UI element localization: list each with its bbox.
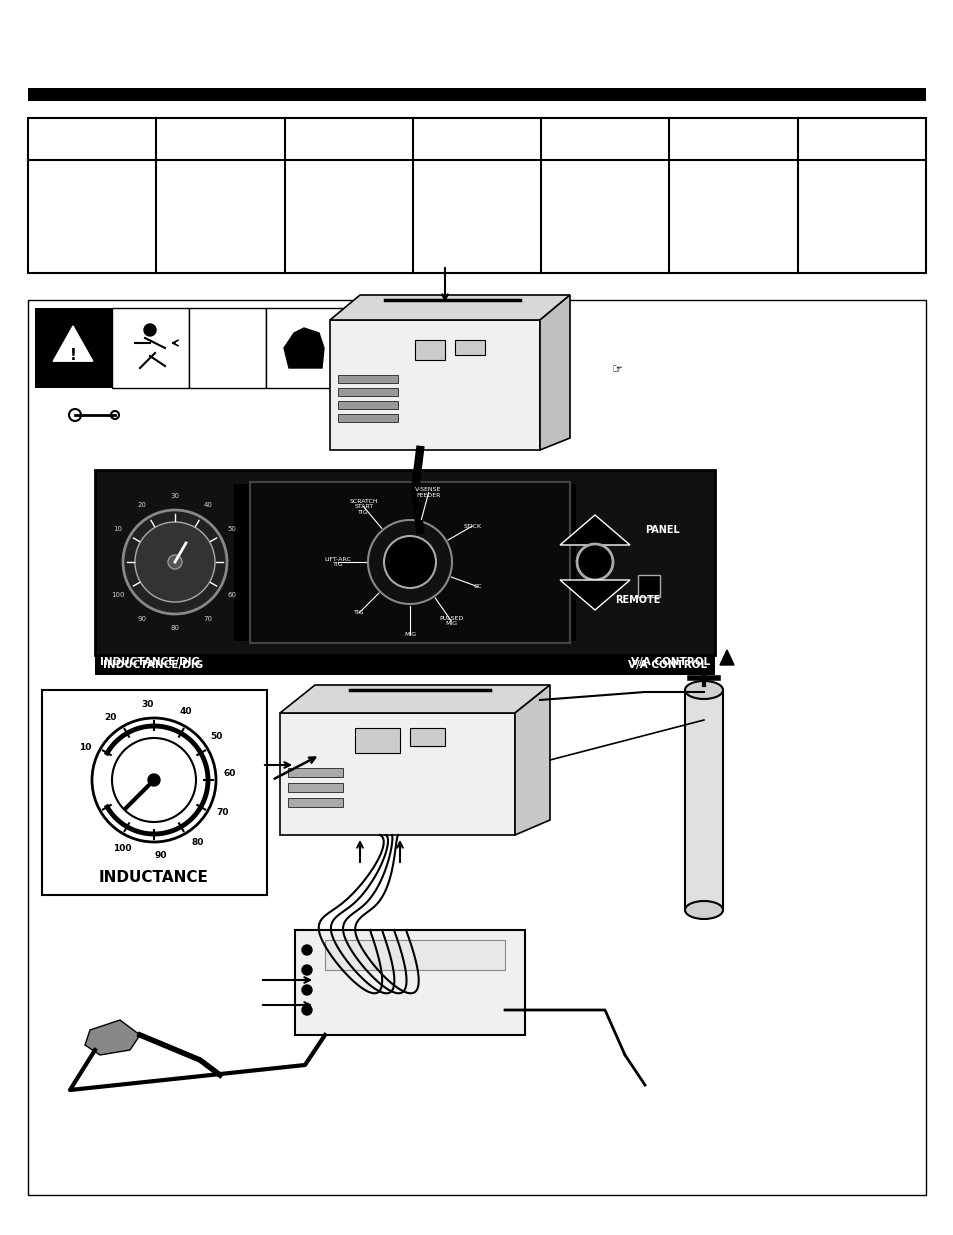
Circle shape [384, 536, 436, 588]
Text: MIG: MIG [403, 631, 416, 636]
Bar [684, 690, 722, 910]
Bar [189, 308, 266, 388]
Text: 90: 90 [137, 616, 147, 622]
Bar [95, 655, 714, 676]
Ellipse shape [684, 902, 722, 919]
Bar [325, 940, 504, 969]
Bar [410, 727, 444, 746]
Polygon shape [559, 515, 629, 545]
Bar [337, 388, 397, 396]
Bar [288, 768, 343, 777]
Polygon shape [280, 713, 515, 835]
Bar [112, 308, 189, 388]
Text: 50: 50 [210, 732, 222, 741]
Bar [234, 485, 575, 640]
Polygon shape [330, 295, 569, 320]
Text: 100: 100 [112, 845, 131, 853]
Bar [337, 414, 397, 422]
Polygon shape [539, 295, 569, 450]
Bar [337, 401, 397, 409]
Bar [95, 471, 714, 655]
Text: 60: 60 [228, 592, 236, 598]
Bar [35, 308, 112, 388]
Circle shape [135, 522, 214, 601]
Bar [638, 576, 659, 597]
Circle shape [123, 510, 227, 614]
Bar [455, 340, 484, 354]
Text: 30: 30 [141, 700, 153, 709]
Text: V/A CONTROL: V/A CONTROL [627, 659, 706, 671]
Circle shape [302, 965, 312, 974]
Text: LIFT-ARC
TIG: LIFT-ARC TIG [324, 557, 351, 567]
Text: 10: 10 [79, 743, 91, 752]
Polygon shape [559, 580, 629, 610]
Polygon shape [720, 650, 733, 664]
Circle shape [302, 986, 312, 995]
Text: ☞: ☞ [612, 363, 623, 377]
Bar [288, 783, 343, 792]
Text: 20: 20 [137, 501, 146, 508]
Circle shape [368, 520, 452, 604]
Text: CC: CC [473, 584, 481, 589]
Text: PANEL: PANEL [644, 525, 679, 535]
Text: INDUCTANCE: INDUCTANCE [99, 869, 209, 884]
Circle shape [144, 324, 156, 336]
Polygon shape [280, 685, 550, 713]
Text: 90: 90 [154, 851, 167, 861]
Text: 80: 80 [192, 837, 204, 847]
Circle shape [148, 774, 160, 785]
Bar [42, 690, 267, 895]
Bar [355, 727, 399, 753]
Text: SCRATCH
START
TIG: SCRATCH START TIG [349, 499, 377, 515]
Text: 40: 40 [203, 501, 213, 508]
Text: !: ! [70, 348, 76, 363]
Bar [337, 375, 397, 383]
Circle shape [577, 543, 613, 580]
Text: V-SENSE
FEEDER: V-SENSE FEEDER [415, 487, 441, 498]
Text: 20: 20 [104, 714, 116, 722]
Polygon shape [515, 685, 550, 835]
Circle shape [91, 718, 215, 842]
Polygon shape [53, 326, 92, 361]
Bar [250, 482, 569, 643]
Bar [415, 340, 444, 359]
Circle shape [696, 684, 711, 700]
Text: 80: 80 [171, 625, 179, 631]
Ellipse shape [684, 680, 722, 699]
Circle shape [302, 1005, 312, 1015]
Bar [28, 119, 925, 273]
Text: STICK: STICK [463, 524, 481, 529]
Bar [288, 798, 343, 806]
Polygon shape [330, 320, 539, 450]
Text: 40: 40 [180, 706, 193, 715]
Text: INDUCTANCE/DIG: INDUCTANCE/DIG [100, 657, 200, 667]
Text: INDUCTANCE/DIG: INDUCTANCE/DIG [103, 659, 203, 671]
Text: 50: 50 [228, 526, 236, 532]
Bar [266, 308, 343, 388]
Circle shape [168, 555, 182, 569]
Text: TIG: TIG [354, 610, 364, 615]
Text: V/A CONTROL: V/A CONTROL [630, 657, 709, 667]
Polygon shape [284, 329, 324, 368]
Circle shape [302, 945, 312, 955]
Text: PULSED
MIG: PULSED MIG [438, 615, 463, 626]
Text: 100: 100 [111, 592, 125, 598]
Circle shape [112, 739, 195, 823]
Bar [294, 930, 524, 1035]
Text: 70: 70 [203, 616, 213, 622]
Text: 70: 70 [216, 808, 229, 816]
Polygon shape [85, 1020, 140, 1055]
Text: REMOTE: REMOTE [615, 595, 659, 605]
Bar [28, 88, 925, 101]
Text: 30: 30 [171, 493, 179, 499]
Bar [28, 300, 925, 1195]
Text: 10: 10 [113, 526, 122, 532]
Text: 60: 60 [223, 769, 235, 778]
